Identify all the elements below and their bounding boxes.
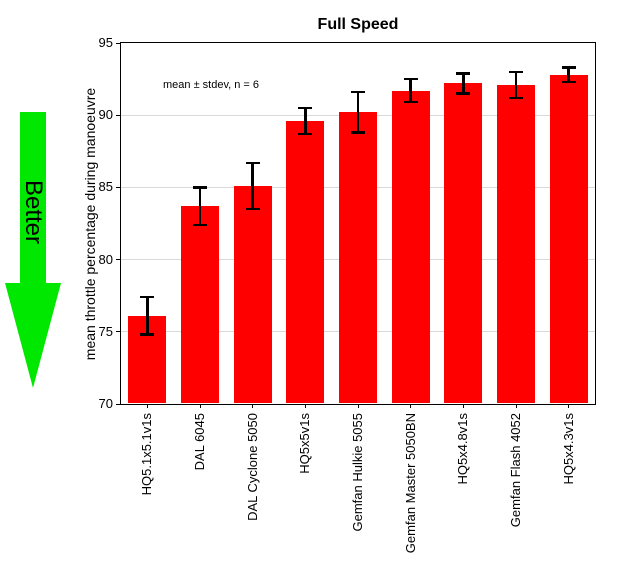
y-tick-label: 70 [98,396,113,411]
bar [444,83,483,403]
error-bar-cap [403,77,418,81]
error-bar-cap [561,66,576,69]
error-bar-cap [245,161,260,165]
x-tick-mark [146,404,148,408]
error-bar-line [514,71,518,98]
error-bar-cap [298,132,313,136]
error-bar-cap [140,333,155,336]
x-tick-mark [304,404,306,408]
error-bar-line [462,73,465,94]
chart-title: Full Speed [317,16,399,33]
x-tick-label: HQ5x4.3v1s [560,413,576,485]
x-tick-label: Gemfan Flash 4052 [508,413,523,528]
error-bar-line [567,67,570,82]
x-tick-label: Gemfan Master 5050BN [402,413,418,554]
y-tick-mark [116,42,121,44]
y-tick-mark [116,331,121,333]
error-bar-cap [351,131,365,134]
error-bar-line [251,162,254,210]
error-bar-cap [561,80,576,84]
better-arrow-shaft [20,112,46,284]
error-bar-cap [456,72,471,75]
y-tick-label: 90 [98,107,113,123]
x-tick-mark [357,404,359,408]
bar [339,112,377,403]
x-tick-label: HQ5x5v1s [297,413,313,474]
x-tick-mark [515,404,517,408]
y-tick-label: 85 [98,179,113,195]
y-tick-mark [116,186,121,188]
y-tick-mark [116,259,121,261]
error-bar-cap [456,92,471,95]
y-tick-label: 95 [98,35,113,50]
error-bar-cap [140,295,155,299]
x-tick-mark [462,404,464,408]
x-tick-mark [252,404,254,408]
x-tick-mark [568,404,570,408]
y-tick-mark [116,114,121,116]
x-tick-label: DAL 6045 [192,413,207,471]
error-bar-line [198,187,202,225]
plot-area: mean ± stdev, n = 6 70 75 80 85 90 95 HQ5.1x5.… [99,35,596,553]
bar [286,120,325,403]
bar [181,206,219,403]
y-tick-label: 75 [98,323,113,339]
error-bar-line [304,107,307,134]
x-tick-mark [410,404,412,408]
error-bar-line [409,79,412,103]
error-bar-line [146,297,149,335]
better-arrow-head [5,283,61,388]
bar [233,185,272,403]
error-bar-cap [245,207,260,211]
better-arrow: Better [5,112,61,388]
x-tick-label: HQ5x4.8v1s [455,413,471,485]
better-label: Better [20,179,47,245]
x-tick-mark [199,404,201,408]
y-tick-label: 80 [98,251,113,267]
error-bar-cap [193,223,207,227]
x-tick-label: Gemfan Hulkie 5055 [350,413,365,532]
error-bar-cap [509,70,523,74]
error-bar-cap [193,186,207,189]
bar [549,74,588,403]
error-bar-cap [509,96,523,100]
error-bar-cap [351,90,365,94]
x-tick-label: DAL Cyclone 5050 [244,413,260,521]
error-bar-cap [298,106,313,110]
error-bar-cap [403,100,418,104]
bar [391,90,430,403]
x-tick-label: HQ5.1x5.1v1s [139,413,155,496]
stats-annotation: mean ± stdev, n = 6 [163,79,260,91]
y-tick-mark [116,403,121,405]
bar [497,84,535,403]
y-axis-label: mean throttle percentage during manoeuvr… [82,87,98,361]
error-bar-line [356,92,360,133]
